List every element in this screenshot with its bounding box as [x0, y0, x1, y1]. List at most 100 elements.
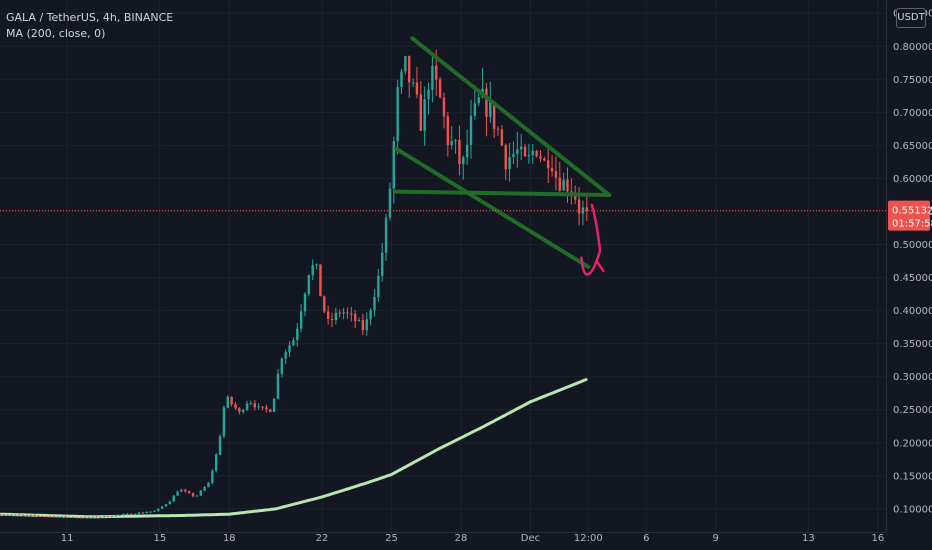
candle-body — [265, 407, 268, 410]
x-tick-label: 22 — [316, 533, 329, 544]
last-price-value: 0.55132 — [892, 206, 932, 217]
candle-body — [280, 358, 284, 374]
y-tick-label: 0.40000 — [893, 306, 932, 317]
candle-body — [326, 311, 330, 319]
candle — [485, 82, 488, 137]
y-tick-label: 0.45000 — [893, 273, 932, 284]
candle — [230, 396, 233, 407]
candle — [373, 288, 376, 317]
candle-body — [25, 515, 29, 517]
candle — [346, 307, 349, 319]
candle — [76, 516, 79, 519]
candle — [242, 408, 245, 414]
symbol-title[interactable]: GALA / TetherUS, 4h, BINANCE — [6, 11, 174, 24]
candle — [68, 516, 71, 518]
candle-body — [415, 82, 419, 95]
candle-body — [392, 140, 395, 189]
candle-body — [99, 516, 102, 518]
candle — [118, 514, 121, 517]
candle-body — [512, 153, 515, 158]
candle — [60, 516, 63, 518]
candle — [369, 308, 372, 326]
candle-body — [357, 320, 361, 322]
candle — [473, 85, 477, 120]
candle — [25, 514, 29, 517]
candle-body — [408, 56, 411, 83]
x-tick-label: 16 — [872, 533, 885, 544]
candle-body — [68, 516, 71, 518]
candle-body — [257, 406, 260, 408]
candle-body — [523, 146, 527, 157]
candle-body — [145, 512, 148, 514]
candle-body — [218, 436, 222, 455]
candle-body — [137, 512, 141, 514]
candle — [558, 161, 561, 194]
candle — [10, 514, 13, 516]
candle — [512, 141, 515, 164]
candle-body — [554, 171, 558, 178]
candle-body — [427, 89, 430, 100]
drawings — [394, 36, 612, 276]
candle-body — [539, 156, 542, 159]
candle — [203, 486, 206, 492]
grid — [0, 0, 887, 533]
candle-body — [72, 516, 75, 518]
y-tick-label: 0.60000 — [893, 174, 932, 185]
candle-body — [168, 501, 172, 505]
candle — [458, 125, 461, 176]
candle — [122, 513, 125, 516]
candle — [218, 434, 222, 456]
candle — [0, 513, 2, 516]
candle-body — [496, 128, 500, 130]
candle-body — [547, 160, 550, 169]
candle — [18, 514, 21, 516]
candle-body — [141, 512, 145, 514]
candle-body — [253, 403, 256, 408]
candle-body — [29, 515, 33, 517]
candle — [450, 125, 453, 150]
candle-body — [334, 312, 338, 321]
x-tick-label: 28 — [455, 533, 468, 544]
time-axis[interactable]: 11 15 18 22 25 28 Dec 12:00 6 9 13 16 — [61, 533, 884, 544]
candle-body — [230, 396, 233, 405]
candle — [79, 516, 83, 519]
candle — [535, 149, 538, 158]
candle-body — [245, 403, 249, 410]
candle — [554, 156, 558, 191]
candle-body — [431, 65, 434, 90]
y-tick-label: 0.70000 — [893, 108, 932, 119]
candle-body — [388, 188, 392, 218]
y-tick-label: 0.80000 — [893, 42, 932, 53]
y-tick-label: 0.30000 — [893, 372, 932, 383]
candle-body — [296, 328, 299, 341]
candle — [33, 514, 36, 517]
candle — [411, 78, 415, 88]
currency-button[interactable]: USDT — [896, 8, 926, 28]
candle — [342, 307, 345, 320]
candle-body — [118, 514, 121, 516]
candle — [265, 404, 268, 413]
candle — [566, 167, 569, 203]
candle — [14, 514, 17, 516]
candle-body — [373, 296, 376, 311]
candle — [303, 291, 307, 317]
price-axis[interactable]: 0.10000 0.15000 0.20000 0.25000 0.30000 0.350… — [893, 9, 932, 516]
candle-body — [489, 102, 492, 117]
candle-body — [207, 482, 210, 488]
wedge-upper-trendline — [410, 36, 612, 197]
candle-body — [261, 406, 264, 408]
candle — [64, 515, 67, 518]
indicator-label[interactable]: MA (200, close, 0) — [6, 27, 106, 40]
candle-body — [535, 150, 538, 157]
candle-body — [353, 313, 357, 322]
x-tick-label: 11 — [61, 533, 74, 544]
candle-body — [435, 65, 438, 80]
candle — [500, 125, 504, 147]
candle — [415, 66, 419, 99]
y-tick-label: 0.10000 — [893, 504, 932, 515]
candle — [392, 136, 395, 204]
candle-body — [562, 179, 565, 191]
candle — [288, 341, 291, 357]
candle-body — [276, 373, 280, 399]
